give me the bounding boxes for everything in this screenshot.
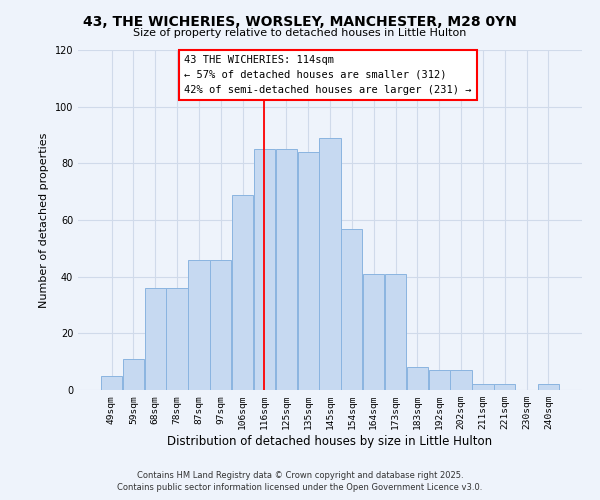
Bar xyxy=(319,138,341,390)
Bar xyxy=(494,384,515,390)
Bar xyxy=(385,274,406,390)
Text: 43, THE WICHERIES, WORSLEY, MANCHESTER, M28 0YN: 43, THE WICHERIES, WORSLEY, MANCHESTER, … xyxy=(83,15,517,29)
Bar xyxy=(428,370,450,390)
Bar xyxy=(166,288,188,390)
Bar xyxy=(145,288,166,390)
Bar xyxy=(254,149,275,390)
Bar xyxy=(232,194,253,390)
Text: Size of property relative to detached houses in Little Hulton: Size of property relative to detached ho… xyxy=(133,28,467,38)
Bar xyxy=(472,384,494,390)
Y-axis label: Number of detached properties: Number of detached properties xyxy=(39,132,49,308)
Bar xyxy=(298,152,319,390)
Bar xyxy=(276,149,297,390)
Bar xyxy=(123,359,144,390)
Bar xyxy=(538,384,559,390)
Bar xyxy=(341,228,362,390)
Bar xyxy=(101,376,122,390)
Bar xyxy=(451,370,472,390)
Text: 43 THE WICHERIES: 114sqm
← 57% of detached houses are smaller (312)
42% of semi-: 43 THE WICHERIES: 114sqm ← 57% of detach… xyxy=(184,55,472,94)
Bar xyxy=(210,260,232,390)
Text: Contains HM Land Registry data © Crown copyright and database right 2025.
Contai: Contains HM Land Registry data © Crown c… xyxy=(118,471,482,492)
Bar xyxy=(363,274,384,390)
Bar xyxy=(188,260,209,390)
X-axis label: Distribution of detached houses by size in Little Hulton: Distribution of detached houses by size … xyxy=(167,435,493,448)
Bar xyxy=(407,368,428,390)
